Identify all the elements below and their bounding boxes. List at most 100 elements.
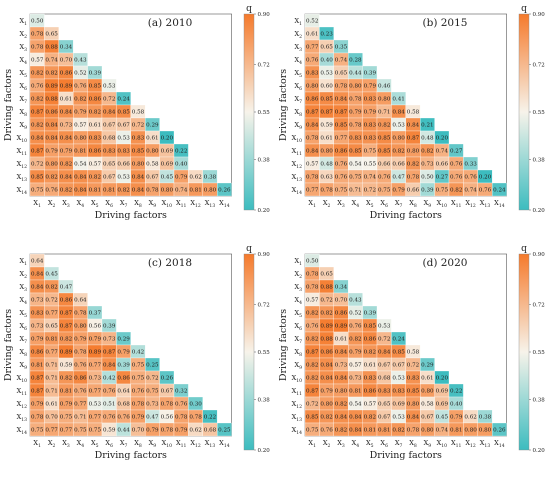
cell-value-label: 0.71 [45,376,57,382]
cell-value-label: 0.45 [161,175,174,181]
x-tick-label: X1 [33,199,41,209]
cell-value-label: 0.76 [103,415,116,421]
y-tick-label: X12 [292,160,303,170]
cell-value-label: 0.73 [89,376,102,382]
x-tick-label: X12 [190,439,201,449]
colorbar-tick-label: 0.55 [258,350,271,356]
y-tick-label: X13 [292,413,303,423]
x-tick-label: X5 [91,439,99,449]
y-tick-label: X7 [19,335,27,345]
y-tick-label: X3 [19,283,27,293]
x-tick-label: X12 [465,439,476,449]
cell-value-label: 0.22 [204,415,217,421]
x-tick-label: X9 [424,199,432,209]
cell-value-label: 0.59 [320,123,333,129]
x-tick-label: X14 [219,439,230,449]
chart-title: (a) 2010 [148,17,193,29]
x-tick-label: X4 [352,439,360,449]
cell-value-label: 0.39 [421,188,434,194]
cell-value-label: 0.45 [436,415,449,421]
cell-value-label: 0.87 [31,389,44,395]
cell-value-label: 0.82 [31,97,44,103]
cell-value-label: 0.80 [464,428,477,434]
cell-value-label: 0.83 [392,389,405,395]
cell-value-label: 0.81 [60,389,72,395]
colorbar-tick-label: 0.38 [533,158,546,164]
cell-value-label: 0.77 [89,389,102,395]
cell-value-label: 0.72 [306,402,319,408]
cell-value-label: 0.61 [306,32,318,38]
cell-value-label: 0.57 [306,298,319,304]
cell-value-label: 0.74 [45,58,58,64]
cell-value-label: 0.82 [306,376,319,382]
cell-value-label: 0.83 [364,123,377,129]
cell-value-label: 0.42 [103,376,116,382]
cell-value-label: 0.87 [103,350,116,356]
y-tick-label: X8 [19,348,27,358]
cell-value-label: 0.70 [132,428,145,434]
cell-value-label: 0.39 [103,324,116,330]
cell-value-label: 0.26 [218,188,231,194]
cell-value-label: 0.53 [392,415,405,421]
cell-value-label: 0.84 [31,136,44,142]
cell-value-label: 0.62 [464,415,477,421]
cell-value-label: 0.84 [60,175,73,181]
x-tick-label: X2 [48,439,56,449]
cell-value-label: 0.75 [364,149,377,155]
cell-value-label: 0.78 [306,272,319,278]
y-tick-label: X4 [19,56,27,66]
cell-value-label: 0.78 [349,97,362,103]
heatmap-cell [217,422,232,437]
cell-value-label: 0.21 [421,123,433,129]
cell-value-label: 0.27 [436,175,449,181]
cell-value-label: 0.88 [45,45,58,51]
cell-value-label: 0.89 [60,84,73,90]
cell-value-label: 0.74 [436,428,449,434]
cell-value-label: 0.87 [306,350,319,356]
cell-value-label: 0.57 [31,58,44,64]
chart-title: (c) 2018 [148,257,192,269]
cell-value-label: 0.47 [60,285,73,291]
cell-value-label: 0.87 [31,149,44,155]
cell-value-label: 0.69 [392,402,405,408]
colorbar [518,13,530,211]
cell-value-label: 0.64 [31,259,44,265]
cell-value-label: 0.57 [74,123,87,129]
cell-value-label: 0.82 [60,162,73,168]
cell-value-label: 0.71 [45,389,57,395]
y-tick-label: X2 [294,30,302,40]
cell-value-label: 0.78 [407,428,420,434]
cell-value-label: 0.88 [320,285,333,291]
y-tick-label: X11 [292,387,303,397]
cell-value-label: 0.82 [31,71,44,77]
cell-value-label: 0.20 [436,376,449,382]
y-tick-label: X1 [294,257,302,267]
x-tick-label: X11 [176,199,187,209]
y-tick-label: X8 [294,348,302,358]
heatmap-2010: 0.500.78 0.650.78 0.88 0.340.57 0.74 0.70 0.43… [3,4,270,221]
cell-value-label: 0.48 [421,136,434,142]
x-tick-label: X12 [465,199,476,209]
cell-value-label: 0.82 [378,123,391,129]
cell-value-label: 0.73 [335,363,348,369]
cell-value-label: 0.80 [407,149,420,155]
cell-value-label: 0.82 [364,350,377,356]
cell-value-label: 0.79 [175,428,188,434]
cell-value-label: 0.82 [306,311,319,317]
cell-value-label: 0.66 [117,162,130,168]
heatmap-cell [217,182,232,197]
cell-value-label: 0.81 [45,337,57,343]
x-tick-label: X3 [62,439,70,449]
y-tick-label: X3 [294,43,302,53]
x-tick-label: X13 [480,439,491,449]
cell-value-label: 0.85 [89,84,102,90]
cell-value-label: 0.84 [74,175,87,181]
cell-value-label: 0.79 [31,337,44,343]
cell-value-label: 0.75 [349,175,362,181]
cell-value-label: 0.89 [89,350,102,356]
cell-value-label: 0.85 [306,415,319,421]
cell-value-label: 0.79 [60,402,73,408]
cell-value-label: 0.82 [45,71,58,77]
cell-value-label: 0.41 [392,97,404,103]
cell-value-label: 0.87 [60,324,73,330]
